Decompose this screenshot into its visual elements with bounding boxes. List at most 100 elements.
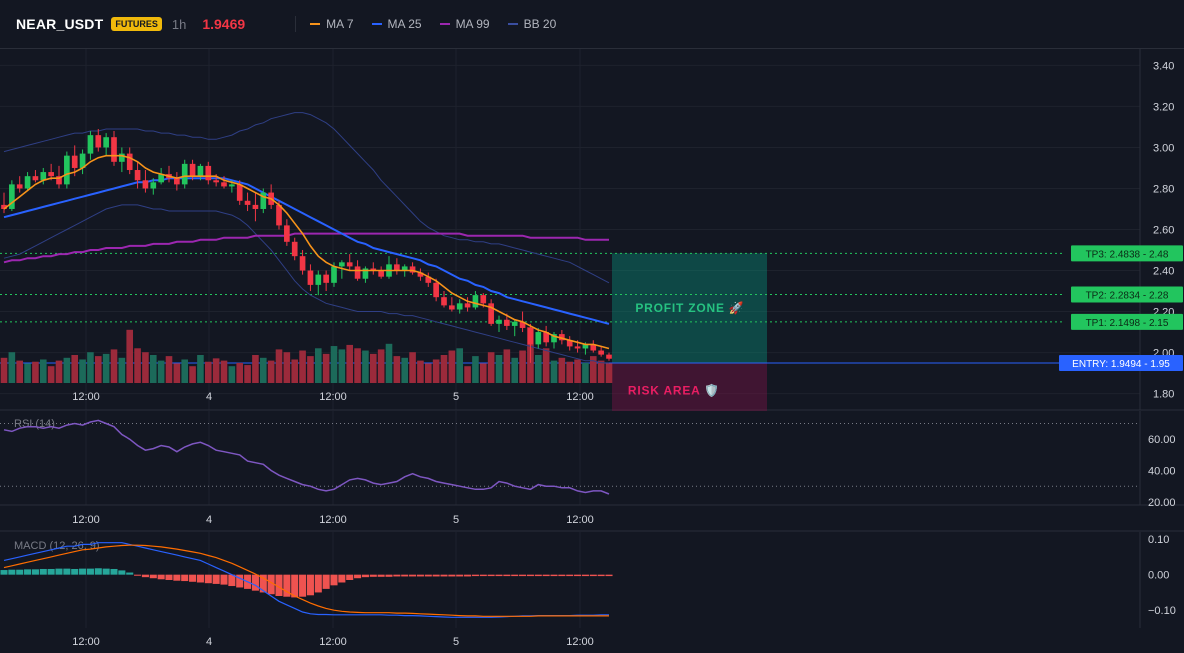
volume-bar <box>47 366 55 383</box>
macd-histogram-bar <box>440 574 448 577</box>
volume-bar <box>283 352 291 383</box>
volume-bar <box>39 359 47 383</box>
volume-bar <box>32 361 39 383</box>
candle-body <box>370 268 377 271</box>
macd-histogram-bar <box>448 574 456 577</box>
volume-bar <box>0 357 8 383</box>
volume-bar <box>236 362 244 383</box>
candle-body <box>236 184 243 201</box>
candle-body <box>331 266 337 283</box>
macd-histogram-bar <box>204 574 212 584</box>
volume-bar <box>118 357 126 383</box>
macd-signal-line <box>3 544 609 617</box>
macd-histogram-bar <box>511 574 519 577</box>
macd-histogram-bar <box>8 569 16 575</box>
y-tick-label: 2.80 <box>1153 183 1174 195</box>
candle-body <box>401 266 408 271</box>
risk-zone <box>612 362 767 419</box>
volume-bar <box>432 359 440 383</box>
macd-histogram-bar <box>283 574 291 597</box>
candle-body <box>229 184 235 187</box>
macd-histogram-bar <box>401 574 409 577</box>
macd-histogram-bar <box>267 574 275 595</box>
y-tick-label: 3.00 <box>1153 142 1174 154</box>
candle-body <box>362 268 369 279</box>
candle-body <box>40 172 47 181</box>
candle-body <box>315 274 322 285</box>
legend-ma25[interactable]: MA 25 <box>371 17 422 31</box>
volume-bar <box>220 360 228 383</box>
legend-swatch <box>310 23 321 25</box>
volume-bar <box>582 362 589 383</box>
volume-bar <box>16 360 24 383</box>
macd-histogram-bar <box>149 574 157 579</box>
rsi-pane-bg <box>0 411 1184 505</box>
candle-body <box>291 241 298 257</box>
macd-pane[interactable]: MACD (12, 26, 9) 0.10 0.00 −0.10 12:00 4 12:00… <box>0 530 1184 648</box>
volume-bar <box>307 356 314 383</box>
volume-bar <box>495 355 503 383</box>
y-tick-label: 3.40 <box>1153 60 1174 72</box>
macd-histogram-bar <box>212 574 220 584</box>
volume-bar <box>126 329 134 383</box>
volume-bar <box>228 366 236 383</box>
macd-histogram-bar <box>24 569 32 575</box>
candle-body <box>189 163 196 177</box>
macd-histogram-bar <box>550 574 558 577</box>
macd-histogram-bar <box>306 574 314 596</box>
volume-bar <box>542 348 550 383</box>
symbol-name[interactable]: NEAR_USDT <box>16 16 104 32</box>
candle-body <box>417 272 424 277</box>
volume-bar <box>94 356 102 383</box>
futures-badge: FUTURES <box>111 17 162 31</box>
volume-bar <box>252 355 259 383</box>
legend-label: MA 7 <box>326 17 354 31</box>
legend-ma99[interactable]: MA 99 <box>439 17 490 31</box>
macd-histogram-bar <box>79 568 87 575</box>
bb-lower-line <box>3 204 609 364</box>
volume-bar <box>534 355 542 383</box>
macd-histogram-bar <box>361 574 369 578</box>
volume-bar <box>212 358 220 383</box>
macd-histogram-bar <box>369 574 377 577</box>
macd-histogram-bar <box>189 574 197 582</box>
legend-ma7[interactable]: MA 7 <box>310 17 354 31</box>
volume-bar <box>574 359 581 383</box>
price-pane[interactable]: 3.403.203.002.802.602.402.202.001.8012:0… <box>0 49 1184 419</box>
volume-bar <box>189 366 196 383</box>
macd-histogram-bar <box>0 570 8 575</box>
macd-histogram-bar <box>47 568 55 575</box>
volume-bar <box>134 348 141 383</box>
macd-histogram-bar <box>385 574 393 577</box>
indicator-legend: MA 7 MA 25 MA 99 BB 20 <box>310 17 574 31</box>
x-tick-label: 12:00 <box>319 391 347 403</box>
tp-label-box <box>1071 313 1183 330</box>
volume-bar <box>354 348 361 383</box>
legend-swatch <box>507 23 518 25</box>
timeframe-label[interactable]: 1h <box>171 16 187 32</box>
legend-swatch <box>371 23 382 25</box>
candle-body <box>394 264 400 271</box>
legend-bb20[interactable]: BB 20 <box>507 17 556 31</box>
volume-bar <box>330 346 338 383</box>
volume-bar <box>55 360 63 383</box>
volume-bar <box>456 348 464 383</box>
entry-label-box <box>1059 354 1183 371</box>
candle-body <box>551 334 557 343</box>
macd-histogram-bar <box>330 574 338 586</box>
x-tick-label: 5 <box>453 391 459 403</box>
x-tick-label: 5 <box>453 636 459 648</box>
candle-body <box>56 176 62 185</box>
macd-histogram-bar <box>259 574 267 593</box>
candle-body <box>511 321 518 326</box>
volume-bar <box>511 357 519 383</box>
candle-body <box>425 276 432 283</box>
x-tick-label: 4 <box>206 636 212 648</box>
y-tick-label: 2.60 <box>1153 225 1174 237</box>
macd-histogram-bar <box>597 574 605 577</box>
rsi-y-tick-label: 20.00 <box>1148 497 1176 509</box>
candle-body <box>496 319 502 324</box>
macd-histogram-bar <box>220 574 228 585</box>
